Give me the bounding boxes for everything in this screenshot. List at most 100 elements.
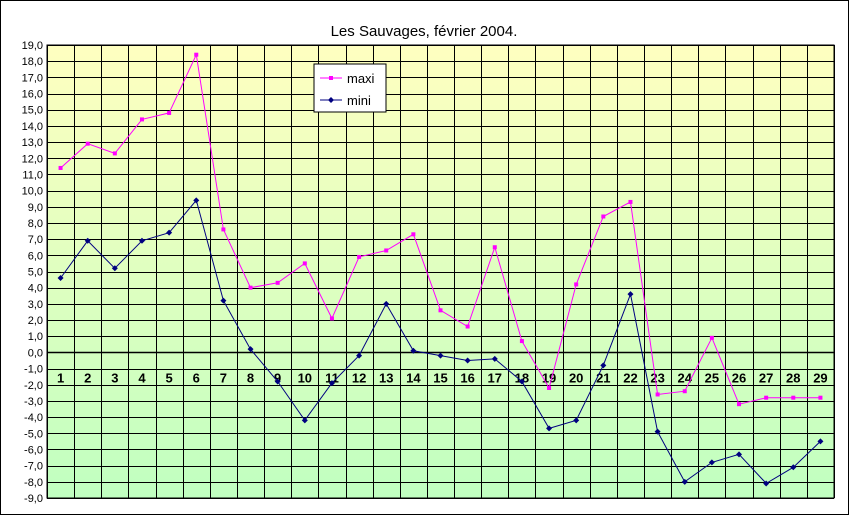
data-point-maxi [194, 52, 199, 57]
data-point-maxi [601, 214, 606, 219]
gridlines [47, 45, 835, 499]
data-point-maxi [682, 389, 687, 394]
y-tick-label: 12,0 [22, 153, 43, 165]
y-tick-label: 9,0 [28, 202, 43, 214]
data-point-mini [383, 300, 390, 307]
data-point-maxi [465, 324, 470, 329]
chart-title: Les Sauvages, février 2004. [331, 23, 518, 40]
y-tick-label: 13,0 [22, 137, 43, 149]
data-point-mini [84, 237, 91, 244]
data-point-mini [138, 237, 145, 244]
y-tick-label: 3,0 [28, 299, 43, 311]
data-point-mini [654, 428, 661, 435]
data-point-maxi [628, 199, 633, 204]
data-point-mini [681, 478, 688, 485]
x-tick-label: 12 [352, 370, 366, 385]
data-point-maxi [221, 227, 226, 232]
x-tick-label: 9 [274, 370, 281, 385]
y-tick-label: 2,0 [28, 315, 43, 327]
data-point-maxi [709, 335, 714, 340]
data-point-mini [166, 229, 173, 236]
x-tick-label: 13 [379, 370, 393, 385]
data-point-maxi [85, 141, 90, 146]
data-point-mini [518, 378, 525, 385]
y-tick-label: 4,0 [28, 283, 43, 295]
data-point-mini [356, 352, 363, 359]
data-point-mini [736, 451, 743, 458]
data-point-maxi [547, 385, 552, 390]
y-tick-label: 6,0 [28, 250, 43, 262]
data-point-mini [193, 197, 200, 204]
legend-marker-maxi [329, 76, 333, 80]
data-point-maxi [574, 282, 579, 287]
x-tick-label: 8 [247, 370, 254, 385]
y-tick-label: 0,0 [28, 347, 43, 359]
data-point-maxi [438, 308, 443, 313]
x-tick-label: 29 [813, 370, 827, 385]
data-point-maxi [139, 117, 144, 122]
y-tick-label: -4,0 [24, 412, 43, 424]
y-tick-label: 11,0 [22, 169, 43, 181]
data-point-mini [57, 274, 64, 281]
x-tick-label: 7 [220, 370, 227, 385]
x-tick-label: 1 [57, 370, 64, 385]
y-tick-label: -8,0 [24, 477, 43, 489]
y-tick-label: -7,0 [24, 461, 43, 473]
x-tick-label: 18 [515, 370, 529, 385]
plot-background [46, 44, 835, 499]
x-tick-label: 24 [678, 370, 693, 385]
plot-area [46, 44, 835, 499]
y-tick-label: 19,0 [22, 40, 43, 52]
x-tick-label: 17 [488, 370, 502, 385]
data-point-mini [708, 459, 715, 466]
x-tick-label: 15 [433, 370, 447, 385]
y-tick-label: -1,0 [24, 364, 43, 376]
x-tick-label: 28 [786, 370, 800, 385]
y-tick-label: 16,0 [22, 89, 43, 101]
y-tick-label: 17,0 [22, 72, 43, 84]
x-tick-label: 4 [138, 370, 146, 385]
x-tick-label: 23 [650, 370, 664, 385]
legend: maxi mini [313, 63, 387, 113]
legend-marker-mini [328, 97, 334, 103]
data-point-mini [600, 362, 607, 369]
data-point-mini [437, 352, 444, 359]
data-point-maxi [167, 110, 172, 115]
y-tick-label: -2,0 [24, 380, 43, 392]
data-point-maxi [275, 280, 280, 285]
y-tick-label: 14,0 [22, 121, 43, 133]
data-point-mini [464, 357, 471, 364]
data-point-maxi [411, 232, 416, 237]
y-tick-label: 8,0 [28, 218, 43, 230]
legend-label-mini: mini [347, 93, 371, 108]
x-tick-label: 26 [732, 370, 746, 385]
x-tick-label: 16 [460, 370, 474, 385]
data-point-maxi [764, 395, 769, 400]
legend-box [313, 63, 387, 113]
x-tick-label: 19 [542, 370, 556, 385]
data-point-mini [817, 438, 824, 445]
data-point-mini [573, 417, 580, 424]
data-point-mini [301, 417, 308, 424]
data-point-maxi [492, 245, 497, 250]
data-point-maxi [357, 254, 362, 259]
x-axis-tick-labels: 1 2 3 4 5 6 7 8 9 10 11 12 13 14 15 16 17 18 19 20 21 22 23 24 2… [57, 370, 828, 385]
data-point-mini [328, 380, 335, 387]
data-point-mini [247, 346, 254, 353]
x-tick-label: 25 [705, 370, 719, 385]
y-tick-label: -5,0 [24, 428, 43, 440]
y-tick-label: 5,0 [28, 267, 43, 279]
data-point-maxi [655, 392, 660, 397]
data-point-maxi [58, 165, 63, 170]
data-point-mini [220, 297, 227, 304]
y-tick-label: 10,0 [22, 186, 43, 198]
x-tick-label: 2 [84, 370, 91, 385]
data-point-maxi [818, 395, 823, 400]
data-point-maxi [384, 248, 389, 253]
x-tick-label: 27 [759, 370, 773, 385]
data-point-mini [763, 480, 770, 487]
data-point-maxi [112, 151, 117, 156]
y-tick-label: 1,0 [28, 331, 43, 343]
y-tick-label: -3,0 [24, 396, 43, 408]
